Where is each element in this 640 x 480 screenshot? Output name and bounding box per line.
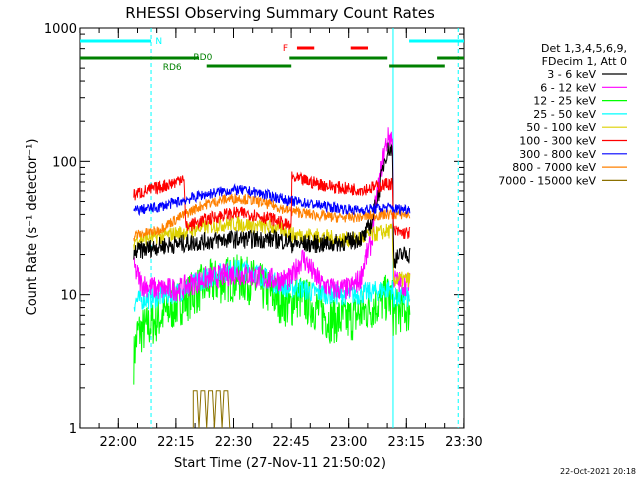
- flag-label-f: F: [283, 44, 288, 54]
- legend-label: 800 - 7000 keV: [512, 161, 596, 174]
- y-tick-label: 1: [69, 422, 77, 437]
- chart-title: RHESSI Observing Summary Count Rates: [125, 4, 435, 22]
- x-tick-label: 22:15: [157, 435, 194, 450]
- series-line: [133, 215, 411, 288]
- x-tick-label: 22:45: [272, 435, 309, 450]
- legend-header-2: FDecim 1, Att 0: [542, 55, 627, 68]
- series-line: [133, 183, 411, 217]
- legend-label: 3 - 6 keV: [547, 68, 596, 81]
- y-tick-label: 1000: [44, 22, 77, 37]
- x-axis-label: Start Time (27-Nov-11 21:50:02): [174, 456, 386, 471]
- legend-header-1: Det 1,3,4,5,6,9,: [541, 42, 627, 55]
- legend-label: 50 - 100 keV: [526, 121, 596, 134]
- x-tick-label: 23:30: [445, 435, 482, 450]
- y-tick-label: 100: [52, 155, 77, 170]
- x-tick-label: 22:30: [215, 435, 252, 450]
- series-line: [192, 390, 231, 428]
- legend-label: 100 - 300 keV: [519, 135, 596, 148]
- flag-label-n: N: [155, 37, 162, 47]
- series-line: [133, 127, 411, 302]
- x-tick-label: 23:15: [388, 435, 425, 450]
- legend-label: 7000 - 15000 keV: [498, 174, 596, 187]
- series-line: [133, 142, 411, 269]
- plot-area: 1 10 100 1000 22:00 22:15 22:30 22:45 23:00 23:15…: [44, 22, 483, 450]
- legend-label: 6 - 12 keV: [540, 81, 596, 94]
- flag-label-rd0: RD0: [193, 53, 212, 63]
- legend-label: 25 - 50 keV: [533, 108, 596, 121]
- footer-timestamp: 22-Oct-2021 20:18: [560, 467, 636, 476]
- x-tick-label: 23:00: [330, 435, 367, 450]
- flag-label-rd6: RD6: [163, 63, 182, 73]
- y-axis-label: Count Rate (s⁻¹ detector⁻¹): [25, 139, 40, 316]
- legend-label: 12 - 25 keV: [533, 95, 596, 108]
- y-tick-label: 10: [60, 289, 77, 304]
- legend-label: 300 - 800 keV: [519, 148, 596, 161]
- x-tick-label: 22:00: [100, 435, 137, 450]
- series-line: [133, 171, 411, 239]
